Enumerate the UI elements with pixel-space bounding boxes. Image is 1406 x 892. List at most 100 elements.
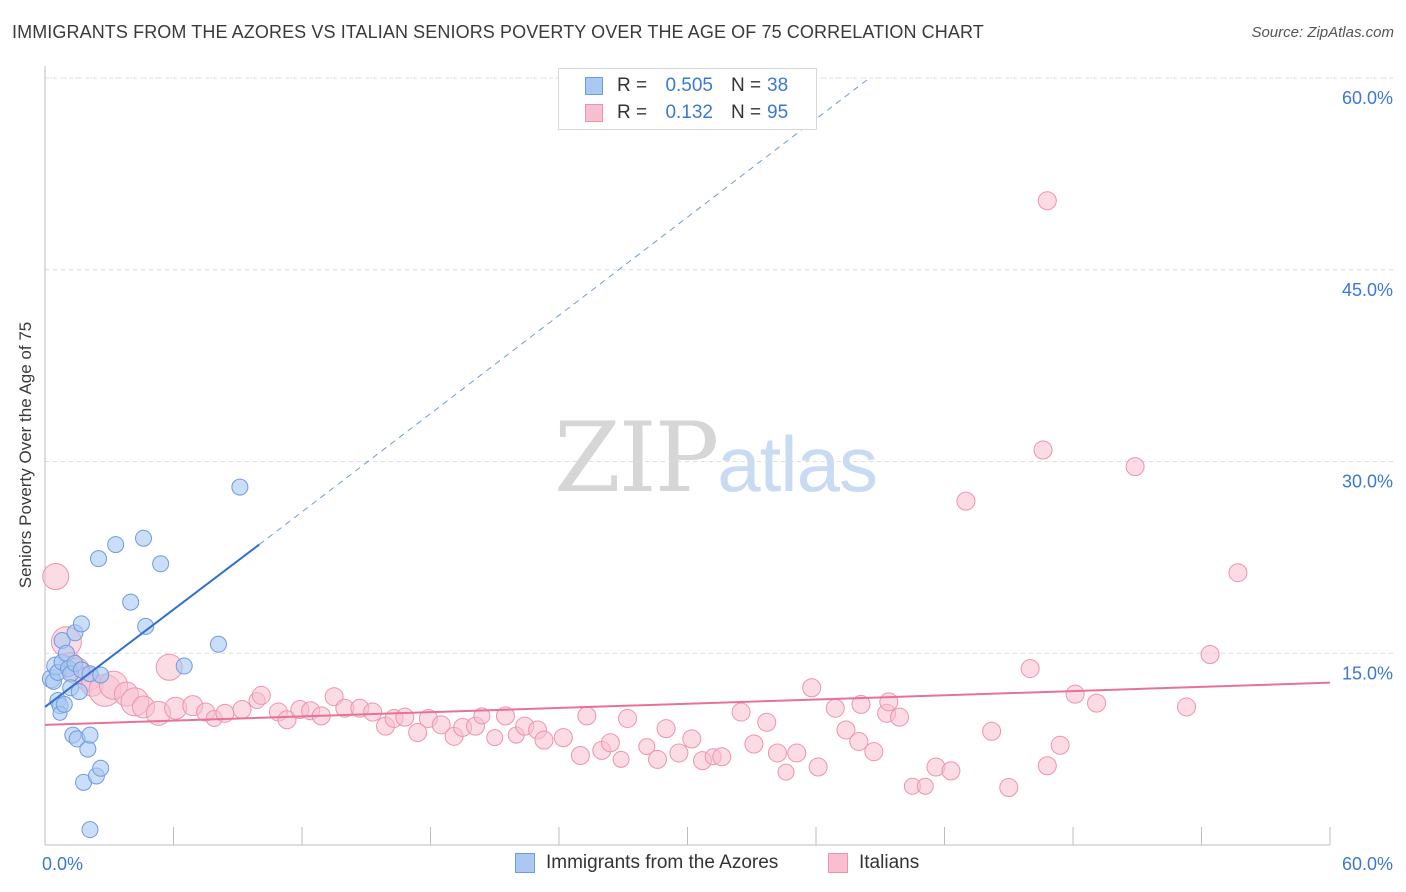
- italians-point: [1037, 191, 1057, 211]
- bottom-legend-swatch-azores: [515, 853, 535, 873]
- legend-r-value: 0.132: [665, 102, 713, 123]
- italians-point: [1125, 457, 1145, 477]
- azores-point: [81, 726, 99, 744]
- azores-point: [79, 740, 97, 758]
- italians-point: [486, 729, 504, 747]
- italians-point: [802, 678, 822, 698]
- italians-point: [916, 777, 934, 795]
- italians-point: [787, 743, 807, 763]
- italians-point: [612, 750, 630, 768]
- azores-point: [55, 695, 73, 713]
- legend: R = 0.505 N = 38 R = 0.132 N = 95: [558, 68, 817, 130]
- italians-point: [534, 730, 554, 750]
- watermark-zip: ZIP: [554, 402, 719, 514]
- italians-point: [1037, 756, 1057, 776]
- legend-n-value: 95: [767, 102, 789, 123]
- italians-point: [777, 763, 795, 781]
- italians-point: [473, 707, 491, 725]
- azores-point: [107, 536, 125, 554]
- italians-point: [251, 685, 271, 705]
- italians-point: [431, 715, 451, 735]
- italians-point: [836, 720, 856, 740]
- italians-point: [757, 712, 777, 732]
- italians-point: [1050, 735, 1070, 755]
- y-tick-label: 60.0%: [1342, 88, 1393, 108]
- azores-point: [231, 478, 249, 496]
- azores-trend-line: [44, 543, 260, 708]
- legend-n-value: 38: [767, 75, 789, 96]
- azores-point: [92, 759, 110, 777]
- bottom-legend-label-azores: Immigrants from the Azores: [546, 852, 779, 873]
- azores-point: [90, 550, 108, 568]
- x-tick-label: 0.0%: [42, 854, 83, 874]
- y-tick-label: 45.0%: [1342, 280, 1393, 300]
- italians-point: [890, 707, 910, 727]
- italians-point: [600, 733, 620, 753]
- bottom-legend-swatch-italians: [828, 853, 848, 873]
- italians-point: [941, 761, 961, 781]
- azores-point: [152, 555, 170, 573]
- gridlines: [45, 77, 1393, 654]
- axes: [44, 66, 1331, 846]
- x-tick-label: 60.0%: [1342, 854, 1393, 874]
- azores-point: [209, 635, 227, 653]
- legend-swatch-azores: [585, 77, 603, 95]
- italians-point: [1177, 697, 1197, 717]
- data-points: [41, 191, 1248, 839]
- legend-r-value: 0.505: [665, 75, 713, 96]
- azores-point: [122, 593, 140, 611]
- legend-n-label: N =: [731, 75, 762, 96]
- italians-point: [825, 698, 845, 718]
- italians-point: [553, 728, 573, 748]
- italians-point: [731, 702, 751, 722]
- italians-point: [1065, 684, 1085, 704]
- italians-point: [648, 749, 668, 769]
- italians-point: [864, 742, 884, 762]
- legend-swatch-italians: [585, 104, 603, 122]
- legend-r-label: R =: [617, 75, 648, 96]
- azores-trend-extension: [258, 77, 870, 545]
- italians-point: [744, 734, 764, 754]
- italians-point: [808, 757, 828, 777]
- chart-title: IMMIGRANTS FROM THE AZORES VS ITALIAN SE…: [12, 22, 984, 42]
- y-axis-label: Seniors Poverty Over the Age of 75: [16, 321, 35, 589]
- italians-point: [849, 731, 869, 751]
- legend-r-label: R =: [617, 102, 648, 123]
- trend-lines: [44, 77, 1331, 726]
- azores-point: [72, 615, 90, 633]
- italians-point: [682, 729, 702, 749]
- azores-point: [135, 529, 153, 547]
- italians-point: [232, 699, 252, 719]
- italians-point: [999, 777, 1019, 797]
- azores-point: [92, 666, 110, 684]
- italians-point: [669, 743, 689, 763]
- italians-point: [956, 491, 976, 511]
- y-tick-label: 15.0%: [1342, 663, 1393, 683]
- italians-point: [1020, 659, 1040, 679]
- source-credit: Source: ZipAtlas.com: [1251, 24, 1394, 41]
- italians-point: [1228, 563, 1248, 583]
- azores-point: [81, 821, 99, 839]
- italians-point: [879, 692, 899, 712]
- italians-point: [767, 743, 787, 763]
- italians-point: [638, 738, 656, 756]
- legend-n-label: N =: [731, 102, 762, 123]
- italians-point: [1033, 440, 1053, 460]
- italians-point: [495, 706, 515, 726]
- italians-point: [577, 706, 597, 726]
- italians-point: [851, 694, 871, 714]
- italians-point: [618, 708, 638, 728]
- italians-trend-line: [44, 681, 1331, 726]
- italians-point: [1200, 645, 1220, 665]
- y-tick-label: 30.0%: [1342, 472, 1393, 492]
- italians-point: [712, 747, 732, 767]
- italians-point: [363, 702, 383, 722]
- italians-point: [277, 710, 297, 730]
- azores-point: [175, 657, 193, 675]
- tick-labels: 15.0% 30.0% 45.0% 60.0% 0.0% 60.0%: [42, 88, 1393, 874]
- azores-point: [70, 683, 88, 701]
- azores-point: [137, 617, 155, 635]
- italians-point: [395, 707, 415, 727]
- italians-point: [982, 721, 1002, 741]
